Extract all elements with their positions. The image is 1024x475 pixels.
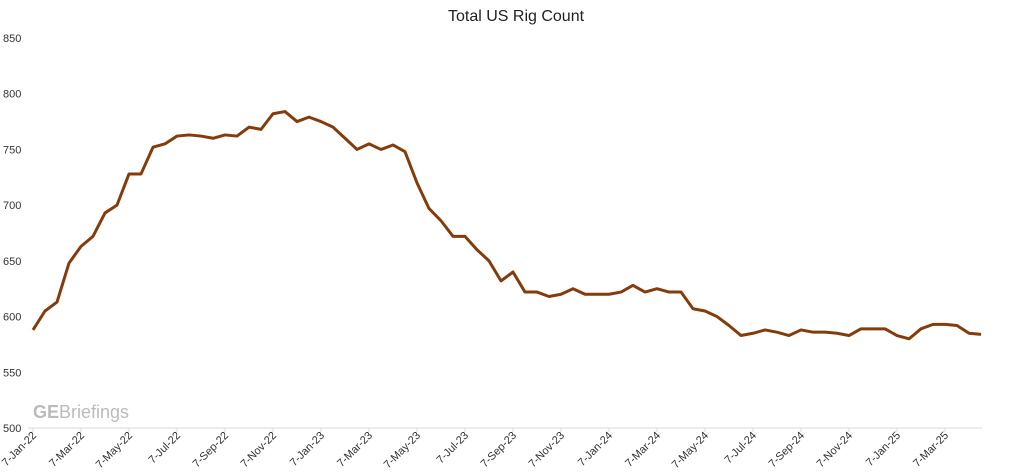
watermark: GEBriefings xyxy=(33,402,129,422)
y-tick-label: 550 xyxy=(3,367,21,379)
watermark-rest: Briefings xyxy=(59,402,129,422)
y-tick-label: 750 xyxy=(3,144,21,156)
y-tick-label: 850 xyxy=(3,33,21,45)
x-tick-label: 7-Sep-22 xyxy=(191,430,231,470)
y-tick-label: 700 xyxy=(3,200,21,212)
x-tick-label: 7-Jul-23 xyxy=(435,430,472,467)
x-tick-label: 7-Nov-23 xyxy=(527,430,567,470)
y-tick-label: 600 xyxy=(3,312,21,324)
x-tick-label: 7-Mar-23 xyxy=(335,430,375,470)
y-tick-label: 800 xyxy=(3,89,21,101)
x-tick-label: 7-May-23 xyxy=(382,430,423,471)
x-tick-label: 7-Jul-22 xyxy=(147,430,184,467)
x-tick-label: 7-Jan-22 xyxy=(0,430,39,469)
x-tick-label: 7-Mar-25 xyxy=(911,430,951,470)
y-tick-label: 500 xyxy=(3,423,21,435)
x-tick-label: 7-Nov-24 xyxy=(815,430,855,470)
x-tick-label: 7-Sep-23 xyxy=(479,430,519,470)
x-tick-label: 7-Nov-22 xyxy=(239,430,279,470)
x-tick-label: 7-Jan-23 xyxy=(288,430,327,469)
x-tick-label: 7-Sep-24 xyxy=(767,430,807,470)
x-tick-label: 7-Mar-22 xyxy=(47,430,87,470)
line-series xyxy=(31,110,982,341)
x-tick-label: 7-Jul-24 xyxy=(723,430,760,467)
chart-title: Total US Rig Count xyxy=(448,8,585,25)
x-tick-label: 7-May-22 xyxy=(94,430,135,471)
x-tick-label: 7-May-24 xyxy=(670,430,711,471)
y-tick-label: 650 xyxy=(3,256,21,268)
x-tick-label: 7-Jan-24 xyxy=(576,430,615,469)
x-tick-label: 7-Jan-25 xyxy=(864,430,903,469)
x-tick-label: 7-Mar-24 xyxy=(623,430,663,470)
watermark-bold: GE xyxy=(33,402,59,422)
